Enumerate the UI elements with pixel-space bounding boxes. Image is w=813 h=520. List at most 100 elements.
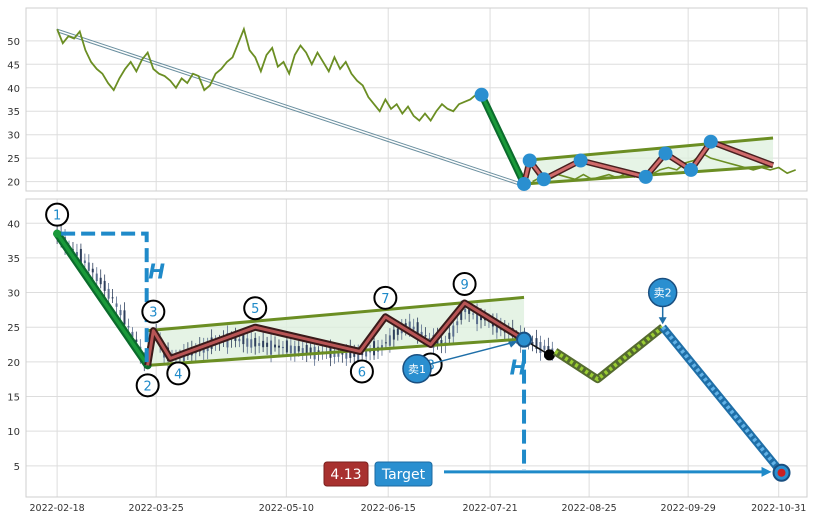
bottom-panel-frame xyxy=(25,198,808,498)
point-label-circle xyxy=(452,271,477,296)
target-arrow-head xyxy=(761,466,772,477)
candle-body xyxy=(547,346,550,351)
candle-body xyxy=(412,326,415,330)
point-label-circle xyxy=(135,373,160,398)
top-panel-frame xyxy=(25,7,808,192)
top-pattern xyxy=(474,87,775,191)
candle-body xyxy=(297,346,300,352)
top-y-tick-label: 50 xyxy=(7,37,20,48)
top-y-tick-label: 25 xyxy=(7,154,20,165)
candle-body xyxy=(289,345,292,354)
candle-body xyxy=(119,310,122,316)
candle-body xyxy=(472,313,475,315)
top-pattern-point xyxy=(638,169,653,184)
bottom-pattern xyxy=(53,229,555,370)
close-price-line-tail xyxy=(532,152,796,183)
sell-markers: 卖1 卖2 xyxy=(402,277,678,384)
candle-body xyxy=(428,338,431,340)
candle-body xyxy=(317,350,320,353)
candle-body xyxy=(99,277,102,285)
bottom-y-tick-label: 20 xyxy=(7,358,20,369)
point-label-circle xyxy=(373,285,398,310)
pole-top-dot xyxy=(53,229,62,238)
candle-body xyxy=(293,346,296,354)
point-label-text: 9 xyxy=(460,278,468,293)
candle-body xyxy=(333,350,336,357)
bottom-channel-fill xyxy=(147,297,525,366)
candle-body xyxy=(369,350,372,353)
candle-body xyxy=(238,338,241,342)
candle-body xyxy=(329,344,332,358)
point-label-circle xyxy=(141,299,166,324)
x-tick-label: 2022-10-31 xyxy=(751,503,806,514)
point-label-text: 1 xyxy=(53,209,61,224)
candle-body xyxy=(380,345,383,348)
top-pattern-point xyxy=(658,146,673,161)
projection-up-leg-inner xyxy=(554,325,664,382)
top-pattern-point xyxy=(517,176,532,191)
candle-body xyxy=(460,308,463,320)
top-trend-line xyxy=(56,28,525,185)
candle-body xyxy=(91,268,94,273)
point-label-circle xyxy=(45,202,70,227)
candle-body xyxy=(539,341,542,353)
top-trend-line-2 xyxy=(57,31,526,188)
candle-body xyxy=(281,346,284,349)
top-y-tick-label: 45 xyxy=(7,60,20,71)
candle-body xyxy=(341,351,344,355)
candle-body xyxy=(83,260,86,264)
candle-body xyxy=(365,350,368,357)
candle-body xyxy=(476,310,479,325)
last-close-dot xyxy=(543,349,555,361)
candle-body xyxy=(408,321,411,331)
candle-body xyxy=(270,340,273,355)
top-pattern-point xyxy=(474,87,489,102)
candle-body xyxy=(111,297,114,299)
candle-body xyxy=(95,273,98,282)
candle-body xyxy=(135,339,138,342)
sell1-badge xyxy=(402,354,432,384)
candle-body xyxy=(464,308,467,313)
sell1-arrow-line xyxy=(430,340,517,365)
top-pattern-point xyxy=(703,134,718,149)
point-label-text: 2 xyxy=(144,379,152,394)
candle-body xyxy=(452,325,455,337)
x-tick-label: 2022-09-29 xyxy=(661,503,716,514)
target-price-value: 4.13 xyxy=(330,467,361,483)
point-label-text: 6 xyxy=(358,365,366,380)
bottom-y-ticks: 5 10 15 20 25 30 35 40 xyxy=(7,219,20,473)
bottom-x-ticks: 2022-02-18 2022-03-25 2022-05-10 2022-06-15… xyxy=(30,503,807,514)
bottom-y-tick-label: 35 xyxy=(7,254,20,265)
candle-body xyxy=(309,347,312,354)
candle-body xyxy=(420,331,423,336)
candle-body xyxy=(301,348,304,354)
projection-path xyxy=(552,324,791,482)
candle-body xyxy=(103,280,106,291)
pattern-zigzag-inner xyxy=(146,301,525,366)
measure-h-label: H xyxy=(148,260,165,284)
candle-body xyxy=(384,342,387,344)
target-point-center xyxy=(777,468,786,477)
sell2-label: 卖2 xyxy=(654,287,672,300)
sell2-arrow-head xyxy=(658,317,667,325)
candle-body xyxy=(416,322,419,336)
candle-body xyxy=(440,339,443,346)
bottom-y-tick-label: 25 xyxy=(7,323,20,334)
candle-body xyxy=(337,351,340,357)
candle-body xyxy=(131,331,134,337)
bottom-y-tick-label: 10 xyxy=(7,427,20,438)
top-y-tick-label: 20 xyxy=(7,178,20,189)
x-tick-label: 2022-05-10 xyxy=(259,503,314,514)
target-label-badge: Target xyxy=(374,461,433,487)
point-label-text: 3 xyxy=(149,306,157,321)
bottom-y-tick-label: 5 xyxy=(14,462,20,473)
bottom-channel-lower xyxy=(147,337,525,367)
candle-body xyxy=(531,342,534,344)
top-pattern-point xyxy=(573,153,588,168)
point-label-circle xyxy=(243,296,268,321)
candle-body xyxy=(404,323,407,328)
measure-h-label: H xyxy=(510,355,527,379)
top-pattern-point xyxy=(522,153,537,168)
close-price-line xyxy=(56,26,483,123)
